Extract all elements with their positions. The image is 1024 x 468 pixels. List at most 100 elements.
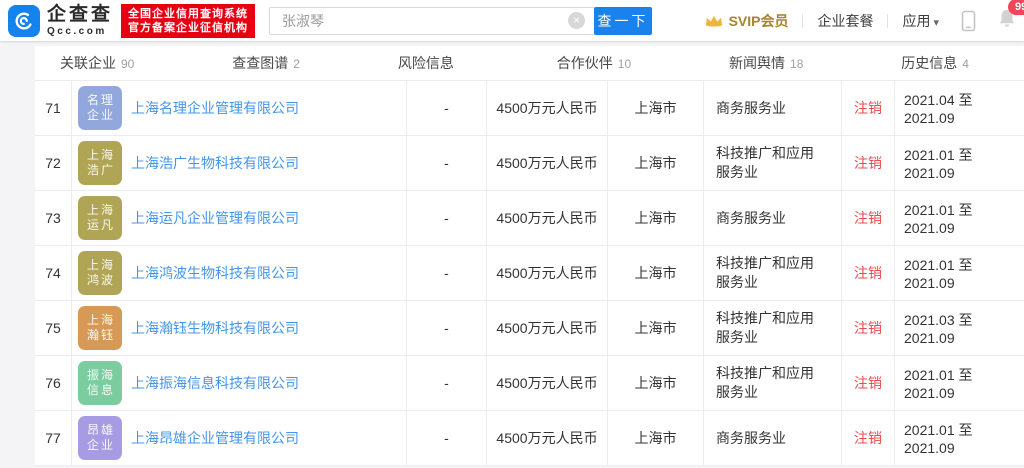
company-cell: 振海 信息 上海振海信息科技有限公司 <box>72 356 407 410</box>
search-button[interactable]: 查一下 <box>594 6 653 35</box>
city-cell: 上海市 <box>608 301 704 355</box>
crown-icon <box>705 15 722 27</box>
company-logo[interactable]: 上海 浩广 <box>78 141 122 185</box>
tab-related-companies[interactable]: 关联企业 90 <box>60 53 134 73</box>
row-number: 76 <box>35 356 72 410</box>
company-name-link[interactable]: 上海振海信息科技有限公司 <box>131 375 299 391</box>
registered-capital-cell: 4500万元人民币 <box>487 246 608 300</box>
tab-news[interactable]: 新闻舆情 18 <box>729 53 803 73</box>
status-badge: 注销 <box>854 265 882 281</box>
registered-capital-cell: 4500万元人民币 <box>487 191 608 245</box>
row-number: 71 <box>35 81 72 135</box>
placeholder-cell: - <box>407 411 487 465</box>
svip-label: SVIP会员 <box>728 12 789 29</box>
table-row: 77 昂雄 企业 上海昂雄企业管理有限公司 - 4500万元人民币 上海市 商务… <box>35 411 1024 466</box>
logo-text-line2: 运凡 <box>86 218 115 232</box>
svip-menu-item[interactable]: SVIP会员 <box>704 11 789 31</box>
apps-menu-item[interactable]: 应用 ▾ <box>902 11 939 31</box>
company-name-link[interactable]: 上海浩广生物科技有限公司 <box>131 155 299 171</box>
status-cell: 注销 <box>842 411 895 465</box>
tab-label: 查查图谱 <box>232 55 289 71</box>
logo-text-line2: 鸿波 <box>86 273 115 287</box>
logo-text-line1: 上海 <box>86 313 115 327</box>
company-logo[interactable]: 振海 信息 <box>78 361 122 405</box>
city-cell: 上海市 <box>608 81 704 135</box>
tab-count: 2 <box>293 57 300 71</box>
row-number: 77 <box>35 411 72 465</box>
company-name-link[interactable]: 上海鸿波生物科技有限公司 <box>131 265 299 281</box>
company-logo[interactable]: 名理 企业 <box>78 86 122 130</box>
tab-count: 10 <box>617 57 632 71</box>
company-logo[interactable]: 上海 鸿波 <box>78 251 122 295</box>
status-cell: 注销 <box>842 136 895 190</box>
nav-divider <box>802 13 804 28</box>
notifications-button[interactable]: 99 <box>998 0 1024 34</box>
placeholder-cell: - <box>407 81 487 135</box>
status-badge: 注销 <box>854 320 882 336</box>
enterprise-package-menu-item[interactable]: 企业套餐 <box>817 12 874 29</box>
tab-partners[interactable]: 合作伙伴 10 <box>557 53 631 73</box>
company-logo[interactable]: 昂雄 企业 <box>78 416 122 460</box>
row-number: 75 <box>35 301 72 355</box>
notification-count-badge: 99 <box>1008 0 1024 15</box>
apps-label: 应用 <box>902 12 931 29</box>
tab-label: 新闻舆情 <box>729 55 786 71</box>
placeholder-cell: - <box>407 246 487 300</box>
clear-search-icon[interactable]: × <box>568 12 586 29</box>
logo-text-line1: 昂雄 <box>86 423 115 437</box>
placeholder-cell: - <box>407 301 487 355</box>
header-nav: SVIP会员 企业套餐 应用▾ 99 <box>704 0 1024 34</box>
date-range-cell: 2021.03 至 2021.09 <box>904 312 973 346</box>
status-badge: 注销 <box>854 430 882 446</box>
date-range-cell: 2021.04 至 2021.09 <box>904 92 973 126</box>
logo-text-line1: 振海 <box>86 368 115 382</box>
industry-cell: 科技推广和应用服务业 <box>704 356 842 410</box>
city-cell: 上海市 <box>608 356 704 410</box>
logo-text-line1: 上海 <box>86 258 115 272</box>
qcc-brand-text: 企查查 Qcc.com <box>47 5 113 37</box>
industry-cell: 科技推广和应用服务业 <box>704 246 842 300</box>
status-cell: 注销 <box>842 191 895 245</box>
company-detail-card: 关联企业 90 查查图谱 2 风险信息 合作伙伴 10 新闻舆情 18 历史信息… <box>35 46 1024 466</box>
qcc-logo[interactable]: 企查查 Qcc.com <box>8 4 113 37</box>
company-logo[interactable]: 上海 运凡 <box>78 196 122 240</box>
mobile-app-icon[interactable] <box>961 10 976 32</box>
badge-line-1: 全国企业信用查询系统 <box>128 7 249 20</box>
placeholder-cell: - <box>407 356 487 410</box>
city-cell: 上海市 <box>608 191 704 245</box>
search-input[interactable] <box>269 6 595 35</box>
company-cell: 名理 企业 上海名理企业管理有限公司 <box>72 81 407 135</box>
industry-cell: 科技推广和应用服务业 <box>704 136 842 190</box>
qcc-logo-icon <box>8 4 40 37</box>
date-range-cell: 2021.01 至 2021.09 <box>904 202 973 236</box>
nav-divider <box>887 13 889 28</box>
status-badge: 注销 <box>854 155 882 171</box>
company-name-link[interactable]: 上海瀚钰生物科技有限公司 <box>131 320 299 336</box>
tab-history[interactable]: 历史信息 4 <box>901 53 969 73</box>
city-cell: 上海市 <box>608 136 704 190</box>
brand-name: 企查查 <box>47 3 114 25</box>
tab-label: 风险信息 <box>397 55 454 71</box>
section-tabs: 关联企业 90 查查图谱 2 风险信息 合作伙伴 10 新闻舆情 18 历史信息… <box>35 46 1024 80</box>
status-cell: 注销 <box>842 246 895 300</box>
tab-count: 4 <box>962 57 969 71</box>
tab-chacha-graph[interactable]: 查查图谱 2 <box>232 53 300 73</box>
logo-text-line2: 信息 <box>86 383 115 397</box>
company-logo[interactable]: 上海 瀚钰 <box>78 306 122 350</box>
logo-text-line2: 企业 <box>86 108 115 122</box>
company-name-link[interactable]: 上海名理企业管理有限公司 <box>131 100 299 116</box>
status-badge: 注销 <box>854 375 882 391</box>
status-cell: 注销 <box>842 356 895 410</box>
table-row: 75 上海 瀚钰 上海瀚钰生物科技有限公司 - 4500万元人民币 上海市 科技… <box>35 301 1024 356</box>
industry-cell: 商务服务业 <box>704 191 842 245</box>
date-range-cell: 2021.01 至 2021.09 <box>904 257 973 291</box>
row-number: 74 <box>35 246 72 300</box>
tab-risk-info[interactable]: 风险信息 <box>398 53 459 73</box>
city-cell: 上海市 <box>608 411 704 465</box>
registered-capital-cell: 4500万元人民币 <box>487 356 608 410</box>
company-name-link[interactable]: 上海昂雄企业管理有限公司 <box>131 430 299 446</box>
industry-cell: 商务服务业 <box>704 411 842 465</box>
date-range-cell: 2021.01 至 2021.09 <box>904 367 973 401</box>
company-name-link[interactable]: 上海运凡企业管理有限公司 <box>131 210 299 226</box>
table-row: 76 振海 信息 上海振海信息科技有限公司 - 4500万元人民币 上海市 科技… <box>35 356 1024 411</box>
